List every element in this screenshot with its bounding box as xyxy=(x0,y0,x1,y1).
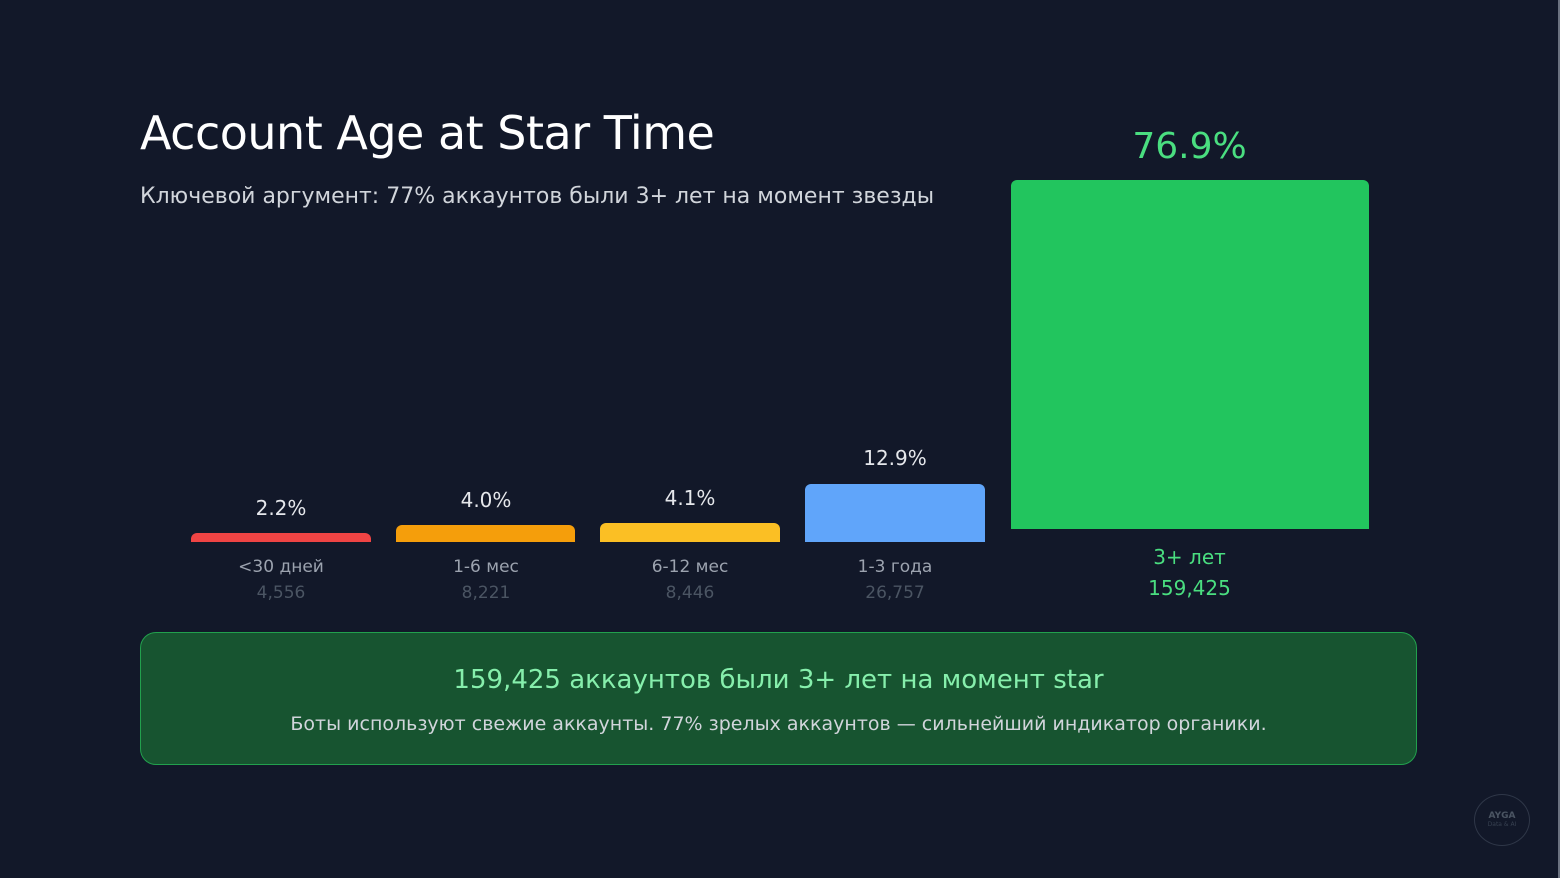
callout-headline: 159,425 аккаунтов были 3+ лет на момент … xyxy=(453,665,1104,695)
bar-value-label: 12.9% xyxy=(863,446,927,470)
logo-tagline: Data & AI xyxy=(1487,821,1517,828)
bar-value-label: 4.0% xyxy=(460,488,512,512)
bar-category-label: 1-6 мес xyxy=(453,557,519,577)
bar-category-label: 6-12 мес xyxy=(651,557,729,577)
logo-name: AYGA xyxy=(1488,811,1516,821)
bar-value-label: 4.1% xyxy=(664,486,716,510)
bar-3-plus-years xyxy=(1011,180,1369,529)
bar-category-label: 1-3 года xyxy=(857,557,933,577)
slide-subtitle: Ключевой аргумент: 77% аккаунтов были 3+… xyxy=(140,184,935,209)
bar-1-6-months xyxy=(396,525,575,542)
bar-count-label: 26,757 xyxy=(865,583,925,603)
bar-under-30-days xyxy=(191,533,371,542)
bar-count-label: 8,221 xyxy=(461,583,511,603)
highlight-count-label: 159,425 xyxy=(1148,576,1231,600)
ayga-logo: AYGA Data & AI xyxy=(1474,794,1530,846)
right-edge-divider xyxy=(1558,0,1560,878)
highlight-value-label: 76.9% xyxy=(1132,126,1247,167)
highlight-category-label: 3+ лет xyxy=(1153,545,1226,569)
bar-category-label: <30 дней xyxy=(238,557,324,577)
callout-body: Боты используют свежие аккаунты. 77% зре… xyxy=(290,713,1267,735)
bar-1-3-years xyxy=(805,484,985,542)
bar-count-label: 4,556 xyxy=(256,583,306,603)
bar-value-label: 2.2% xyxy=(255,496,307,520)
slide-title: Account Age at Star Time xyxy=(140,106,715,160)
key-insight-callout: 159,425 аккаунтов были 3+ лет на момент … xyxy=(140,632,1417,765)
bar-count-label: 8,446 xyxy=(665,583,715,603)
bar-6-12-months xyxy=(600,523,780,542)
